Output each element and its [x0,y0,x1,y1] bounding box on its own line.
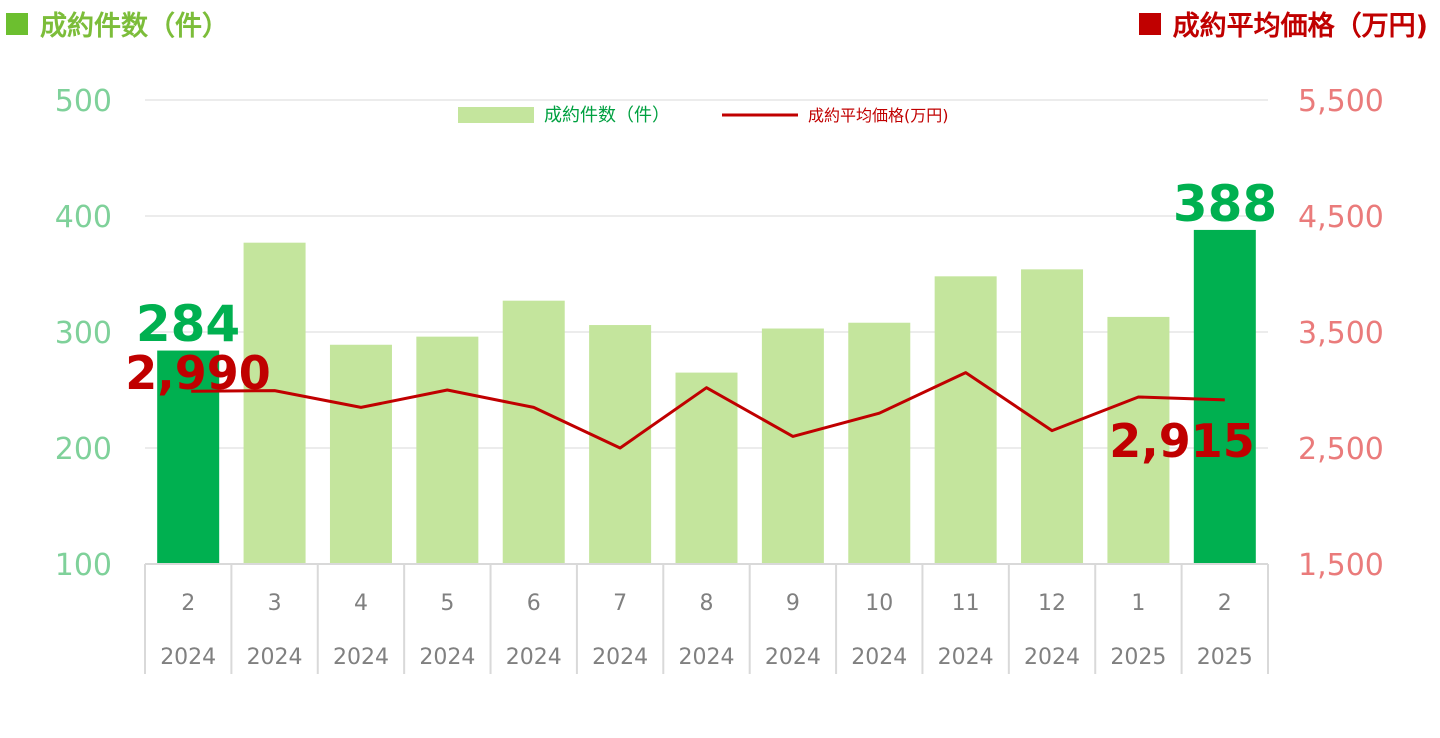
x-month-label: 6 [527,591,541,616]
x-year-label: 2025 [1110,645,1166,670]
x-year-label: 2024 [1024,645,1080,670]
x-year-label: 2024 [938,645,994,670]
price-line [191,371,1225,450]
legend-line-label: 成約平均価格(万円) [808,106,949,125]
x-month-label: 11 [952,591,980,616]
x-year-label: 2024 [506,645,562,670]
x-year-label: 2024 [592,645,648,670]
bar-6 [675,372,738,564]
last-count-label: 388 [1173,175,1277,233]
x-axis: 2 2024 3 2024 4 2024 5 2024 6 2024 7 2024 8 2024 9 2024… [144,563,1269,674]
left-axis-title: 成約件数（件） [6,4,229,43]
left-tick-label: 400 [55,200,112,235]
x-year-label: 2024 [160,645,216,670]
x-year-label: 2024 [851,645,907,670]
x-month-label: 8 [700,591,714,616]
x-month-label: 2 [1218,591,1232,616]
left-tick-label: 100 [55,548,112,583]
bar-4 [502,300,565,564]
right-tick-label: 4,500 [1298,200,1384,235]
bar-11 [1107,316,1170,564]
x-month-label: 12 [1038,591,1066,616]
x-month-label: 3 [268,591,282,616]
bar-0 [157,350,220,564]
x-month-label: 2 [181,591,195,616]
last-price-label: 2,915 [1109,414,1255,468]
bar-2 [329,344,392,564]
left-y-axis: 100 200 300 400 500 [55,84,112,583]
bar-9 [934,276,997,564]
first-price-label: 2,990 [125,346,271,400]
x-month-label: 4 [354,591,368,616]
right-axis-title: 成約平均価格（万円) [1138,4,1428,43]
left-tick-label: 200 [55,432,112,467]
right-tick-label: 5,500 [1298,84,1384,119]
legend: 成約件数（件） 成約平均価格(万円) [458,105,949,126]
right-tick-label: 2,500 [1298,432,1384,467]
left-axis-title-text: 成約件数（件） [40,11,229,42]
x-year-label: 2024 [419,645,475,670]
bar-12 [1193,229,1256,565]
right-tick-label: 3,500 [1298,316,1384,351]
red-square-icon [1138,12,1161,35]
x-month-label: 1 [1131,591,1145,616]
x-year-label: 2024 [765,645,821,670]
data-callouts: 284 388 2,990 2,915 [125,175,1277,468]
bar-5 [589,325,652,564]
bar-1 [243,242,306,564]
right-tick-label: 1,500 [1298,548,1384,583]
legend-bar-label: 成約件数（件） [544,105,670,126]
left-tick-label: 300 [55,316,112,351]
x-month-label: 9 [786,591,800,616]
bar-3 [416,336,479,564]
right-y-axis: 1,500 2,500 3,500 4,500 5,500 [1298,84,1384,583]
first-count-label: 284 [136,295,240,353]
x-month-label: 5 [440,591,454,616]
line-series [191,371,1225,450]
right-axis-title-text: 成約平均価格（万円) [1172,11,1428,42]
bar-series [157,229,1256,565]
x-year-label: 2024 [247,645,303,670]
bar-7 [761,328,824,564]
x-month-label: 10 [865,591,893,616]
green-square-icon [6,12,28,35]
x-year-label: 2024 [333,645,389,670]
legend-bar-swatch [458,107,534,123]
x-year-label: 2025 [1197,645,1253,670]
x-year-label: 2024 [679,645,735,670]
bar-8 [848,322,911,564]
left-tick-label: 500 [55,84,112,119]
x-month-label: 7 [613,591,627,616]
